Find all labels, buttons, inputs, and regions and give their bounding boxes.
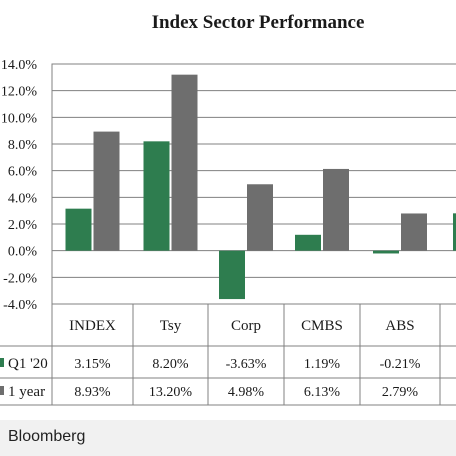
table-value: 6.13% (304, 385, 341, 400)
source-label: Bloomberg (8, 428, 86, 445)
table-value: -0.21% (380, 357, 421, 372)
legend-swatch (0, 358, 4, 367)
y-tick-label: -2.0% (3, 271, 37, 286)
y-tick-label: 12.0% (1, 85, 38, 100)
bar-q1-20 (373, 250, 399, 254)
bar-1-year (323, 168, 349, 251)
category-label: CMBS (301, 318, 343, 334)
series-row-label: 1 year (8, 384, 45, 400)
y-tick-label: 6.0% (8, 165, 38, 180)
y-tick-label: 4.0% (8, 191, 38, 206)
bar-q1-20 (219, 250, 245, 300)
y-tick-label: 8.0% (8, 138, 38, 153)
bar-q1-20 (295, 234, 321, 251)
table-value: 8.93% (74, 385, 111, 400)
y-tick-label: 10.0% (1, 111, 38, 126)
category-label: ABS (385, 318, 414, 334)
y-tick-label: -4.0% (3, 298, 37, 313)
bar-1-year (401, 213, 427, 251)
bar-chart: Index Sector Performance 14.0% 12.0% 10.0%… (0, 12, 456, 406)
legend-swatch (0, 386, 4, 395)
bar-q1-20 (65, 208, 92, 251)
category-label: INDEX (69, 318, 116, 334)
series-row-label: Q1 '20 (8, 356, 48, 372)
bar-1-year (247, 184, 273, 251)
table-value: 8.20% (152, 357, 189, 372)
table-value: 4.98% (228, 385, 265, 400)
table-value: -3.63% (226, 357, 267, 372)
category-label: Tsy (160, 318, 182, 334)
bar-1-year (171, 74, 198, 251)
table-value: 3.15% (74, 357, 111, 372)
table-value: 13.20% (149, 385, 193, 400)
chart-title: Index Sector Performance (152, 12, 365, 33)
source-footer: Bloomberg (0, 420, 456, 456)
y-tick-label: 14.0% (1, 58, 38, 73)
y-tick-label: 0.0% (8, 245, 38, 260)
bar-1-year (93, 131, 120, 251)
bar-q1-20 (453, 213, 456, 251)
table-value: 1.19% (304, 357, 341, 372)
y-tick-label: 2.0% (8, 218, 38, 233)
table-value: 2.79% (382, 385, 419, 400)
category-label: Corp (231, 318, 261, 334)
bar-q1-20 (143, 141, 170, 251)
